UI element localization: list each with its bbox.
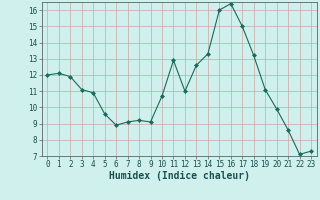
X-axis label: Humidex (Indice chaleur): Humidex (Indice chaleur): [109, 171, 250, 181]
